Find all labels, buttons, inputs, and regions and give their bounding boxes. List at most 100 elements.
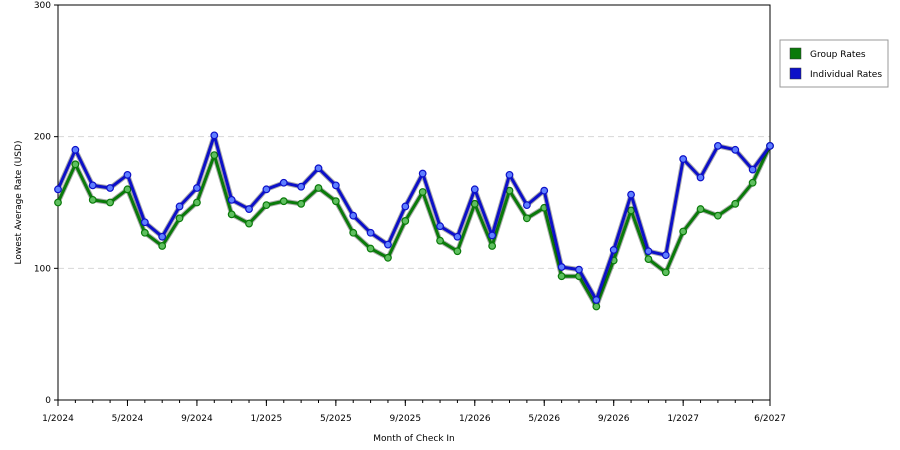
- data-point: [262, 185, 271, 194]
- data-point: [731, 145, 740, 154]
- x-axis-title: Month of Check In: [373, 434, 455, 444]
- series-line-shadow: [55, 132, 773, 303]
- data-point: [88, 195, 97, 204]
- data-point: [106, 198, 114, 207]
- data-point: [331, 197, 340, 206]
- data-point: [384, 253, 392, 262]
- data-point: [522, 201, 531, 210]
- data-point: [210, 131, 219, 140]
- data-point: [557, 263, 566, 271]
- data-point: [158, 232, 167, 241]
- data-point: [661, 268, 670, 277]
- x-tick-label: 6/2027: [754, 414, 786, 424]
- data-point: [123, 170, 132, 179]
- data-point: [297, 182, 306, 191]
- data-point: [748, 165, 757, 174]
- series-group-rates: [54, 141, 774, 311]
- data-point: [175, 214, 184, 223]
- data-point: [470, 185, 479, 194]
- data-point: [453, 247, 462, 256]
- data-point: [644, 255, 653, 264]
- data-point: [88, 181, 97, 190]
- data-point: [714, 211, 722, 220]
- data-point: [557, 272, 566, 281]
- data-point: [140, 218, 149, 227]
- x-tick-label: 9/2026: [598, 414, 630, 424]
- data-point: [262, 201, 271, 210]
- data-point: [401, 217, 410, 225]
- data-point: [227, 210, 236, 219]
- gridlines: [58, 136, 770, 269]
- y-axis: 0 100 200 300: [34, 1, 58, 406]
- data-point: [331, 181, 340, 190]
- data-point: [245, 219, 253, 228]
- data-point: [71, 145, 80, 154]
- data-point: [175, 202, 184, 211]
- data-point: [54, 185, 62, 194]
- legend-label: Individual Rates: [810, 70, 882, 80]
- data-point: [193, 198, 201, 207]
- x-tick-label: 5/2026: [528, 414, 560, 424]
- data-point: [418, 188, 427, 196]
- data-point: [748, 178, 757, 187]
- data-point: [540, 186, 549, 195]
- data-point: [349, 211, 358, 220]
- x-tick-label: 5/2024: [112, 414, 144, 424]
- data-point: [71, 160, 80, 169]
- data-point: [279, 197, 288, 206]
- x-tick-label: 5/2025: [320, 414, 352, 424]
- x-tick-label: 9/2025: [389, 414, 421, 424]
- data-point: [575, 265, 583, 274]
- y-tick-label: 300: [34, 1, 51, 11]
- series-line: [56, 145, 772, 308]
- data-point: [436, 222, 444, 231]
- data-point: [436, 236, 444, 245]
- data-point: [366, 244, 375, 253]
- data-point: [418, 169, 427, 178]
- data-point: [349, 228, 358, 237]
- data-point: [366, 228, 375, 237]
- data-point: [279, 178, 288, 187]
- legend: Group Rates Individual Rates: [779, 39, 889, 88]
- data-point: [314, 184, 323, 192]
- data-point: [696, 205, 705, 213]
- y-tick-label: 0: [45, 396, 51, 406]
- series-line-shadow: [55, 144, 773, 309]
- data-point: [679, 155, 688, 163]
- data-point: [106, 184, 114, 192]
- series-individual-rates: [54, 131, 774, 304]
- data-point: [609, 245, 618, 254]
- data-point: [245, 205, 253, 213]
- series-layer: [54, 131, 774, 311]
- data-point: [696, 173, 705, 182]
- data-point: [679, 227, 688, 236]
- data-point: [401, 202, 410, 211]
- y-axis-title: Lowest Average Rate (USD): [14, 141, 24, 265]
- data-point: [193, 184, 201, 192]
- x-tick-label: 1/2025: [251, 414, 283, 424]
- series-line: [56, 133, 772, 302]
- x-axis: 1/2024 5/2024 9/2024 1/2025 5/2025 9/2025 1/20…: [42, 400, 786, 424]
- x-tick-label: 9/2024: [181, 414, 213, 424]
- data-point: [470, 199, 479, 208]
- data-point: [714, 141, 722, 150]
- data-point: [731, 199, 740, 208]
- data-point: [453, 232, 462, 241]
- data-point: [210, 151, 219, 160]
- data-point: [488, 231, 497, 240]
- data-point: [592, 302, 601, 311]
- data-point: [661, 251, 670, 260]
- data-point: [54, 198, 62, 207]
- data-point: [592, 296, 601, 304]
- data-point: [522, 214, 531, 223]
- data-point: [140, 228, 149, 237]
- data-point: [297, 199, 306, 208]
- y-tick-label: 100: [34, 264, 51, 274]
- data-point: [384, 240, 392, 249]
- data-point: [227, 195, 236, 204]
- data-point: [505, 170, 514, 179]
- data-point: [314, 164, 323, 173]
- x-tick-label: 1/2027: [667, 414, 699, 424]
- data-point: [158, 242, 167, 250]
